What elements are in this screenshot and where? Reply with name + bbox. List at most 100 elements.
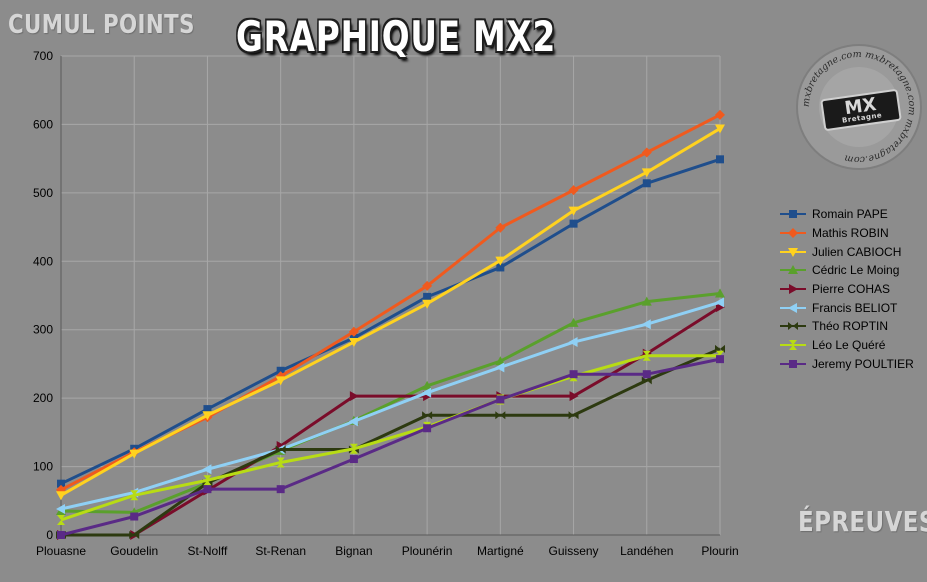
data-point — [203, 405, 212, 414]
x-tick-label: Martigné — [477, 544, 524, 558]
data-point — [569, 391, 579, 402]
data-point — [715, 297, 724, 308]
series-line — [60, 357, 721, 537]
data-point — [130, 490, 139, 501]
legend-item-cedric-le-moing: Cédric Le Moing — [780, 261, 914, 280]
data-point — [56, 503, 65, 514]
chart-title: GRAPHIQUE MX2 — [236, 12, 557, 61]
legend-item-mathis-robin: Mathis ROBIN — [780, 224, 914, 243]
legend-label: Cédric Le Moing — [812, 263, 900, 278]
data-point — [568, 411, 579, 420]
legend-swatch — [780, 283, 806, 295]
series-line — [60, 354, 720, 522]
data-point — [495, 362, 505, 373]
data-point — [57, 479, 65, 488]
data-point — [349, 455, 358, 464]
data-point — [57, 531, 65, 539]
legend-label: Jeremy POULTIER — [812, 356, 914, 371]
legend-swatch — [780, 246, 806, 258]
legend-label: Léo Le Quéré — [812, 338, 886, 353]
x-tick-label: St-Nolff — [188, 544, 228, 558]
data-point — [716, 302, 725, 313]
data-point — [422, 280, 433, 291]
legend-swatch — [780, 320, 806, 332]
data-point — [276, 366, 285, 375]
mxbretagne-logo: mxbretagne.com mxbretagne.com mxbretagne… — [794, 42, 924, 172]
series-francis-beliot — [56, 297, 724, 514]
data-point — [348, 416, 358, 427]
legend-swatch — [780, 264, 806, 276]
y-tick-label: 100 — [33, 460, 53, 474]
legend-item-jeremy-poultier: Jeremy POULTIER — [780, 355, 914, 374]
data-point — [422, 387, 432, 398]
x-tick-label: Goudelin — [110, 544, 158, 558]
data-point — [495, 222, 506, 233]
data-point — [349, 391, 359, 402]
data-point — [642, 179, 651, 188]
data-point — [130, 512, 139, 521]
legend-item-romain-pape: Romain PAPE — [780, 205, 914, 224]
data-point — [348, 338, 359, 348]
data-point — [496, 395, 505, 404]
legend-item-leo-le-quere: Léo Le Quéré — [780, 336, 914, 355]
legend-label: Julien CABIOCH — [812, 244, 902, 259]
data-point — [568, 337, 578, 348]
data-point — [422, 380, 433, 390]
series-line — [60, 291, 721, 514]
series-julien-cabioch — [56, 124, 725, 501]
data-point — [715, 124, 725, 134]
data-point — [129, 449, 140, 459]
x-tick-label: Plourin — [701, 544, 738, 558]
y-tick-label: 700 — [33, 49, 53, 63]
data-point — [495, 411, 506, 420]
data-point — [716, 155, 724, 164]
data-point — [642, 350, 651, 361]
data-point — [203, 475, 212, 486]
y-tick-label: 600 — [33, 117, 53, 131]
data-point — [129, 531, 140, 539]
x-tick-label: Bignan — [335, 544, 372, 558]
data-point — [57, 514, 65, 525]
data-point — [641, 319, 651, 330]
data-point — [568, 185, 579, 196]
legend-label: Pierre COHAS — [812, 282, 891, 297]
data-point — [715, 288, 725, 298]
data-point — [641, 168, 652, 178]
x-tick-label: Guisseny — [549, 544, 599, 558]
data-point — [568, 317, 579, 327]
data-point — [276, 485, 285, 494]
data-point — [716, 355, 724, 364]
x-tick-label: St-Renan — [255, 544, 306, 558]
data-point — [495, 256, 506, 266]
y-tick-label: 400 — [33, 254, 53, 268]
data-point — [715, 109, 725, 120]
y-tick-label: 500 — [33, 186, 53, 200]
data-point — [423, 292, 432, 301]
data-point — [202, 464, 212, 475]
data-point — [275, 376, 286, 386]
y-axis-title: CUMUL POINTS — [8, 10, 195, 40]
legend-swatch — [780, 208, 806, 220]
data-point — [568, 206, 579, 216]
data-point — [496, 263, 505, 272]
legend-label: Théo ROPTIN — [812, 319, 889, 334]
series-line — [60, 157, 721, 486]
legend-swatch — [780, 339, 806, 351]
data-point — [569, 370, 578, 379]
data-point — [422, 411, 433, 420]
legend-item-theo-roptin: Théo ROPTIN — [780, 317, 914, 336]
data-point — [348, 326, 359, 337]
data-point — [495, 356, 506, 366]
data-point — [202, 411, 213, 421]
data-point — [276, 457, 285, 468]
legend-label: Romain PAPE — [812, 207, 888, 222]
x-tick-label: Landéhen — [620, 544, 673, 558]
x-tick-label: Plouasne — [36, 544, 86, 558]
data-point — [642, 370, 651, 379]
series-line — [60, 300, 721, 511]
y-tick-label: 300 — [33, 323, 53, 337]
data-point — [349, 443, 358, 454]
series-jeremy-poultier — [57, 355, 724, 539]
data-point — [56, 491, 66, 501]
